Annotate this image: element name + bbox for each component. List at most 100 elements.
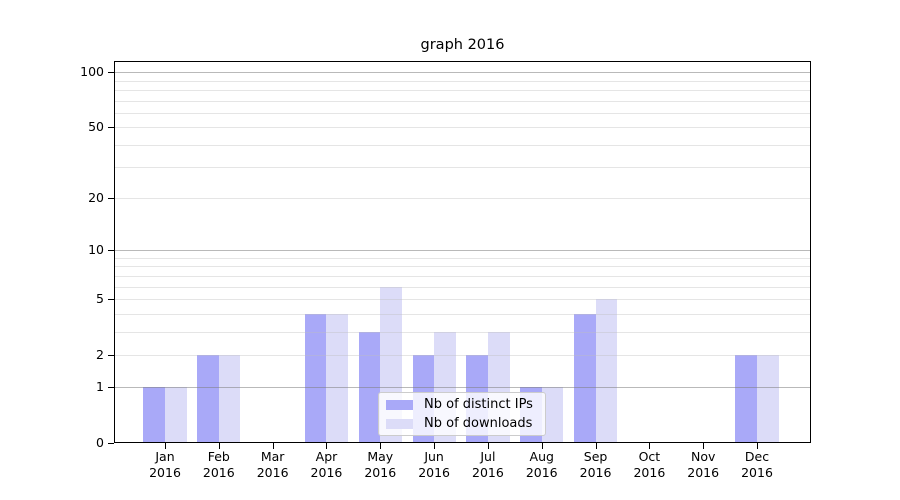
- x-axis-year-text: 2016: [633, 465, 666, 480]
- bar-distinct-ips: [143, 387, 165, 442]
- y-axis-tick-label: 1: [96, 379, 104, 395]
- gridline-minor-y90: [115, 80, 810, 82]
- x-axis-tick-label: Jul 2016: [456, 449, 520, 481]
- y-axis-tick-mark: [108, 72, 114, 74]
- x-axis-tick-label: Nov 2016: [671, 449, 735, 481]
- legend-item-downloads: Nb of downloads: [386, 415, 538, 431]
- x-axis-tick-label: Dec 2016: [725, 449, 789, 481]
- y-axis-tick-mark: [108, 387, 114, 389]
- y-axis-tick-label: 100: [80, 64, 104, 80]
- x-axis-year-text: 2016: [149, 465, 181, 480]
- x-axis-tick-label: Feb 2016: [187, 449, 251, 481]
- gridline-minor-y3: [115, 331, 810, 333]
- gridline-minor-y5: [115, 299, 810, 301]
- y-axis-tick-label: 5: [96, 291, 104, 307]
- x-axis-year-text: 2016: [741, 465, 773, 480]
- x-axis-tick-mark: [272, 443, 274, 449]
- gridline-major-y100: [115, 72, 810, 74]
- gridline-major-y1: [115, 387, 810, 389]
- y-axis-tick-label: 2: [96, 346, 104, 362]
- x-axis-tick-mark: [595, 443, 597, 449]
- gridline-minor-y50: [115, 127, 810, 129]
- x-axis-month-text: Sep: [583, 449, 608, 464]
- x-axis-year-text: 2016: [256, 465, 289, 480]
- x-axis-month-text: Oct: [638, 449, 661, 464]
- gridline-minor-y6: [115, 286, 810, 288]
- gridline-minor-y8: [115, 266, 810, 268]
- legend-item-distinct-ips: Nb of distinct IPs: [386, 396, 538, 412]
- legend-label-downloads: Nb of downloads: [424, 415, 533, 431]
- gridline-minor-y40: [115, 144, 810, 146]
- gridline-minor-y7: [115, 275, 810, 277]
- x-axis-month-text: Mar: [260, 449, 285, 464]
- y-axis-tick-mark: [108, 250, 114, 252]
- x-axis-year-text: 2016: [364, 465, 397, 480]
- x-axis-tick-label: Mar 2016: [241, 449, 305, 481]
- x-axis-tick-label: Jun 2016: [402, 449, 466, 481]
- y-axis-tick-mark: [108, 299, 114, 301]
- bar-distinct-ips: [735, 354, 757, 442]
- y-axis-tick-mark: [108, 354, 114, 356]
- x-axis-tick-mark: [165, 443, 166, 449]
- bar-downloads: [757, 354, 779, 442]
- gridline-minor-y2: [115, 354, 810, 356]
- x-axis-month-text: Jan: [155, 449, 175, 464]
- x-axis-year-text: 2016: [525, 465, 558, 480]
- x-axis-year-text: 2016: [418, 465, 450, 480]
- bar-distinct-ips: [197, 354, 219, 442]
- gridline-minor-y60: [115, 112, 810, 114]
- gridline-minor-y4: [115, 313, 810, 315]
- x-axis-tick-mark: [649, 443, 651, 449]
- x-axis-month-text: Nov: [690, 449, 716, 464]
- x-axis-tick-mark: [434, 443, 436, 449]
- gridline-minor-y9: [115, 258, 810, 259]
- x-axis-month-text: May: [367, 449, 394, 464]
- legend-swatch-downloads-icon: [386, 418, 413, 429]
- y-axis-tick-mark: [108, 127, 114, 129]
- x-axis-month-text: Aug: [529, 449, 554, 464]
- x-axis-tick-mark: [541, 443, 543, 449]
- bar-distinct-ips: [304, 313, 327, 442]
- y-axis-tick-mark: [108, 198, 114, 200]
- x-axis-tick-label: Aug 2016: [510, 449, 574, 481]
- bar-downloads: [326, 313, 349, 442]
- gridline-minor-y30: [115, 167, 810, 169]
- bar-downloads: [595, 299, 618, 442]
- bar-distinct-ips: [358, 331, 381, 442]
- legend-label-distinct-ips: Nb of distinct IPs: [424, 396, 533, 412]
- x-axis-tick-mark: [757, 443, 759, 449]
- x-axis-tick-label: Jan 2016: [133, 449, 197, 481]
- x-axis-tick-mark: [487, 443, 489, 449]
- bar-downloads: [541, 387, 564, 442]
- x-axis-tick-label: Oct 2016: [617, 449, 681, 481]
- x-axis-tick-mark: [326, 443, 328, 449]
- bar-distinct-ips: [573, 313, 596, 442]
- legend: Nb of distinct IPs Nb of downloads: [378, 392, 546, 436]
- x-axis-month-text: Jun: [424, 449, 444, 464]
- x-axis-month-text: Jul: [480, 449, 496, 464]
- x-axis-tick-label: May 2016: [348, 449, 412, 481]
- y-axis-tick-label: 10: [88, 242, 104, 258]
- gridline-minor-y20: [115, 198, 810, 200]
- x-axis-tick-mark: [380, 443, 382, 449]
- chart-title: graph 2016: [420, 37, 505, 53]
- gridline-major-y10: [115, 250, 810, 252]
- x-axis-year-text: 2016: [310, 465, 343, 480]
- x-axis-year-text: 2016: [472, 465, 504, 480]
- bar-downloads: [165, 387, 187, 442]
- x-axis-month-text: Feb: [207, 449, 230, 464]
- bar-downloads: [218, 354, 241, 442]
- y-axis-tick-label: 50: [88, 119, 104, 135]
- x-axis-year-text: 2016: [202, 465, 235, 480]
- x-axis-tick-label: Apr 2016: [294, 449, 358, 481]
- y-axis-tick-mark: [108, 443, 114, 444]
- x-axis-month-text: Dec: [744, 449, 770, 464]
- legend-swatch-distinct-ips-icon: [386, 399, 413, 410]
- y-axis-tick-label: 20: [88, 190, 104, 206]
- gridline-minor-y70: [115, 100, 810, 102]
- x-axis-tick-mark: [218, 443, 220, 449]
- gridline-minor-y80: [115, 89, 810, 91]
- x-axis-year-text: 2016: [687, 465, 720, 480]
- x-axis-year-text: 2016: [579, 465, 612, 480]
